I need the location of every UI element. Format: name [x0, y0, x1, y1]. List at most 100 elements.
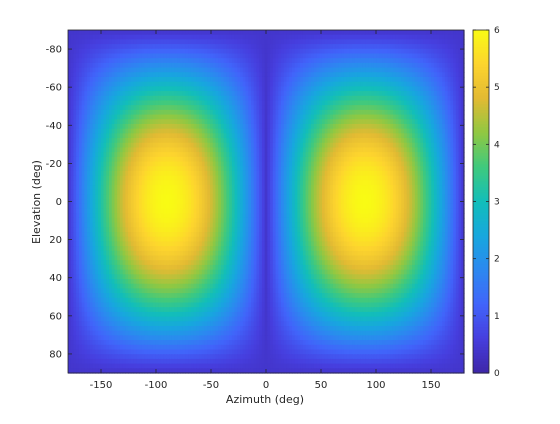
heatmap-cell	[455, 119, 460, 125]
heatmap-cell	[272, 105, 277, 111]
heatmap-cell	[297, 105, 301, 111]
heatmap-cell	[264, 86, 268, 92]
heatmap-cell	[76, 53, 80, 59]
heatmap-cell	[188, 114, 192, 120]
heatmap-cell	[207, 128, 211, 134]
heatmap-cell	[259, 100, 263, 106]
heatmap-cell	[313, 105, 318, 111]
heatmap-cell	[398, 100, 402, 106]
heatmap-cell	[171, 58, 176, 64]
heatmap-cell	[250, 39, 255, 45]
heatmap-cell	[305, 161, 309, 167]
heatmap-cell	[231, 44, 236, 50]
heatmap-cell	[78, 48, 83, 55]
heatmap-cell	[130, 39, 135, 45]
heatmap-cell	[414, 34, 419, 40]
heatmap-cell	[376, 95, 380, 102]
heatmap-cell	[81, 62, 85, 69]
heatmap-cell	[330, 161, 334, 167]
heatmap-cell	[291, 175, 296, 181]
heatmap-cell	[117, 105, 121, 111]
heatmap-cell	[199, 152, 203, 158]
heatmap-cell	[106, 123, 110, 130]
heatmap-cell	[461, 147, 465, 153]
heatmap-cell	[166, 53, 170, 59]
heatmap-cell	[368, 147, 372, 153]
heatmap-cell	[319, 58, 323, 64]
heatmap-cell	[398, 147, 402, 153]
heatmap-cell	[188, 180, 192, 186]
heatmap-cell	[406, 48, 410, 55]
heatmap-cell	[108, 156, 113, 163]
heatmap-cell	[433, 62, 438, 69]
heatmap-cell	[313, 170, 318, 177]
heatmap-cell	[376, 76, 380, 83]
heatmap-cell	[218, 133, 222, 139]
heatmap-cell	[130, 119, 135, 125]
heatmap-cell	[403, 81, 408, 87]
heatmap-cell	[316, 142, 320, 149]
heatmap-cell	[89, 39, 94, 45]
heatmap-cell	[406, 100, 410, 106]
heatmap-cell	[398, 34, 402, 40]
heatmap-cell	[253, 114, 258, 120]
heatmap-cell	[291, 34, 296, 40]
heatmap-cell	[250, 30, 255, 36]
heatmap-cell	[401, 72, 405, 78]
heatmap-cell	[242, 72, 247, 78]
heatmap-cell	[417, 91, 421, 97]
heatmap-cell	[392, 128, 397, 134]
heatmap-cell	[264, 105, 268, 111]
heatmap-cell	[89, 138, 94, 144]
heatmap-cell	[125, 34, 129, 40]
heatmap-cell	[327, 152, 331, 158]
heatmap-cell	[398, 53, 402, 59]
heatmap-cell	[84, 133, 88, 139]
heatmap-cell	[174, 123, 178, 130]
heatmap-cell	[384, 180, 389, 186]
heatmap-cell	[270, 105, 274, 111]
heatmap-cell	[373, 156, 378, 163]
heatmap-cell	[122, 152, 126, 158]
heatmap-cell	[319, 156, 323, 163]
heatmap-cell	[245, 156, 249, 163]
heatmap-cell	[297, 62, 301, 69]
heatmap-cell	[84, 142, 88, 149]
heatmap-cell	[270, 147, 274, 153]
heatmap-cell	[87, 123, 91, 130]
heatmap-cell	[436, 100, 441, 106]
heatmap-cell	[152, 53, 156, 59]
heatmap-cell	[439, 81, 443, 87]
heatmap-cell	[92, 53, 96, 59]
heatmap-cell	[382, 138, 386, 144]
heatmap-cell	[84, 91, 88, 97]
heatmap-cell	[234, 123, 238, 130]
heatmap-cell	[420, 72, 424, 78]
heatmap-cell	[338, 100, 342, 106]
heatmap-cell	[158, 133, 162, 139]
heatmap-cell	[327, 175, 331, 181]
heatmap-cell	[313, 81, 318, 87]
heatmap-cell	[253, 180, 258, 186]
heatmap-cell	[73, 67, 77, 73]
heatmap-cell	[108, 175, 113, 181]
heatmap-cell	[220, 119, 225, 125]
heatmap-cell	[240, 123, 244, 130]
heatmap-cell	[442, 39, 446, 45]
heatmap-cell	[349, 142, 353, 149]
heatmap-cell	[357, 185, 361, 191]
heatmap-cell	[442, 76, 446, 83]
heatmap-cell	[204, 189, 208, 196]
heatmap-cell	[231, 53, 236, 59]
heatmap-cell	[229, 44, 233, 50]
heatmap-cell	[371, 175, 375, 181]
heatmap-cell	[125, 109, 129, 116]
heatmap-cell	[223, 95, 227, 102]
heatmap-cell	[362, 133, 367, 139]
heatmap-cell	[210, 39, 214, 45]
heatmap-cell	[332, 175, 337, 181]
heatmap-cell	[259, 185, 263, 191]
heatmap-cell	[141, 72, 146, 78]
heatmap-cell	[439, 123, 443, 130]
heatmap-cell	[125, 189, 129, 196]
